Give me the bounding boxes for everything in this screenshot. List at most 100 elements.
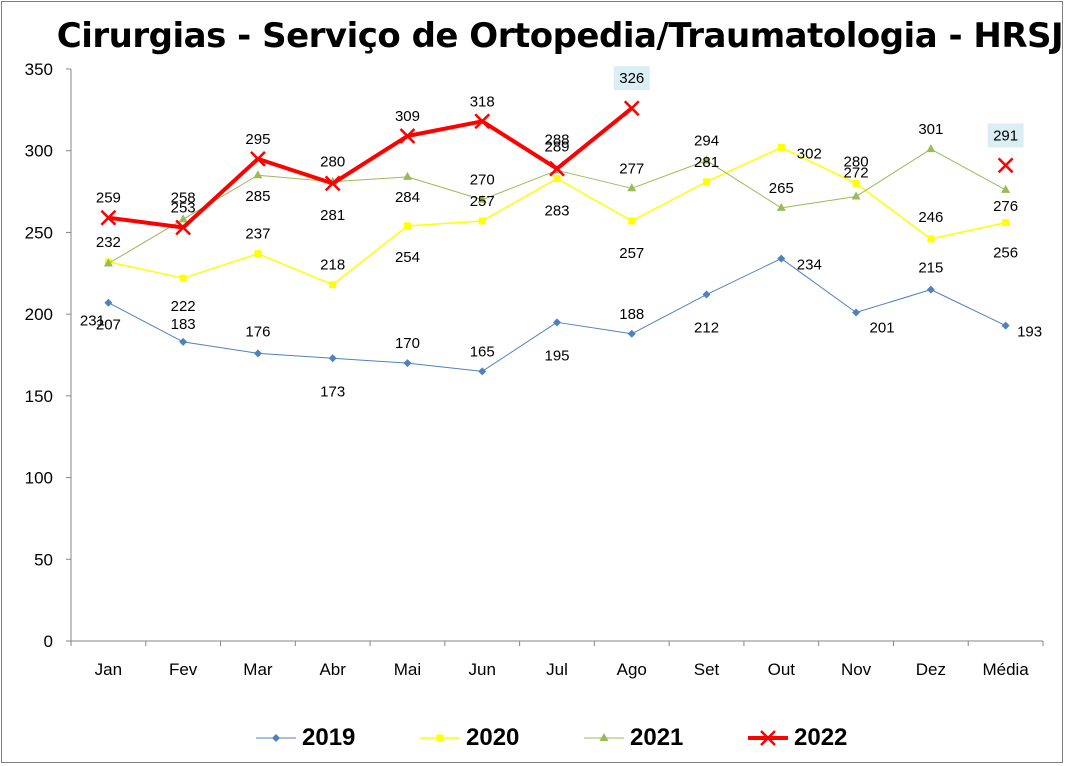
x-tick-label: Mai xyxy=(394,660,421,679)
legend-swatch-2022 xyxy=(748,730,788,746)
legend-item-2020: 2020 xyxy=(420,720,519,756)
y-tick-label: 200 xyxy=(25,305,53,324)
legend-item-2022: 2022 xyxy=(748,720,847,756)
data-label-2019-Fev: 183 xyxy=(171,316,196,333)
point-2021-Mai xyxy=(402,171,412,180)
y-tick-label: 0 xyxy=(44,632,53,651)
point-2021-Jan xyxy=(103,258,113,267)
data-label-2020-Jun: 257 xyxy=(470,193,495,210)
point-2022-Jan xyxy=(100,209,117,226)
data-label-2020-Fev: 222 xyxy=(171,298,196,315)
point-2020-Nov xyxy=(852,179,860,187)
point-2021-Nov xyxy=(851,191,861,200)
point-2022-Abr xyxy=(324,175,341,192)
data-label-2021-Jul: 288 xyxy=(544,131,569,148)
data-label-2021-Abr: 281 xyxy=(320,207,345,224)
point-2020-Set xyxy=(703,178,711,186)
legend-item-2019: 2019 xyxy=(256,720,355,756)
y-tick-label: 100 xyxy=(25,469,53,488)
data-label-2022-Abr: 280 xyxy=(320,153,345,170)
point-2019-Média xyxy=(1001,321,1010,330)
data-label-2019-Set: 212 xyxy=(694,320,719,337)
x-tick-label: Média xyxy=(982,660,1029,679)
legend-swatch-2021 xyxy=(584,733,624,741)
data-label-2020-Jan: 232 xyxy=(96,234,121,251)
point-2019-Abr xyxy=(328,354,337,363)
y-tick-label: 250 xyxy=(25,223,53,242)
data-label-2021-Out: 265 xyxy=(769,180,794,197)
legend-label-2020: 2020 xyxy=(466,724,520,751)
data-label-box xyxy=(987,123,1024,148)
point-2022-Jul xyxy=(549,160,565,177)
data-label-2021-Mar: 285 xyxy=(245,188,270,205)
data-label-2019-Jan: 207 xyxy=(96,317,121,334)
x-tick-label: Abr xyxy=(319,660,346,679)
point-2019-Jul xyxy=(553,318,561,327)
point-2021-Mar xyxy=(253,170,263,179)
x-tick-label: Mar xyxy=(243,660,273,679)
data-label-2020-Jul: 283 xyxy=(544,202,569,219)
data-label-2020-Ago: 257 xyxy=(619,245,644,262)
data-label-2019-Dez: 215 xyxy=(918,260,943,277)
data-label-2021-Média: 276 xyxy=(993,198,1018,215)
data-label-2019-Jul: 195 xyxy=(544,347,569,364)
legend-label-2019: 2019 xyxy=(302,724,356,751)
point-2020-Ago xyxy=(628,217,636,225)
point-2019-Out xyxy=(777,254,786,263)
legend-swatch-2020 xyxy=(420,734,460,742)
data-label-2021-Nov: 272 xyxy=(844,164,869,181)
data-label-2021-Dez: 301 xyxy=(918,121,943,138)
point-2021-Jun xyxy=(477,194,487,203)
data-label-2022-Mar: 295 xyxy=(245,131,270,148)
data-label-2020-Set: 281 xyxy=(694,154,719,171)
data-label-2022-Jul: 289 xyxy=(544,139,569,156)
data-label-2022-Jun: 318 xyxy=(470,93,495,110)
point-2019-Dez xyxy=(926,285,935,294)
x-tick-label: Jan xyxy=(95,660,122,679)
data-label-2020-Nov: 280 xyxy=(844,153,869,170)
x-tick-label: Ago xyxy=(617,660,647,679)
data-label-2020-Mai: 254 xyxy=(395,249,420,266)
data-label-2020-Mar: 237 xyxy=(245,226,270,243)
point-2021-Média xyxy=(1001,184,1011,193)
data-label-2021-Jun: 270 xyxy=(470,172,495,189)
data-label-2022-Mai: 309 xyxy=(395,108,420,125)
data-label-2020-Abr: 218 xyxy=(320,257,345,274)
data-label-2019-Mai: 170 xyxy=(395,335,420,352)
y-tick-label: 150 xyxy=(25,387,53,406)
data-label-2019-Jun: 165 xyxy=(470,343,495,360)
data-label-2021-Set: 294 xyxy=(694,133,719,150)
data-label-2021-Jan: 231 xyxy=(80,312,105,329)
point-2020-Mai xyxy=(403,222,411,230)
point-2021-Ago xyxy=(627,183,637,192)
point-2019-Fev xyxy=(179,337,188,346)
data-label-2019-Nov: 201 xyxy=(870,320,895,337)
data-label-2019-Mar: 176 xyxy=(245,323,270,340)
data-label-2019-Ago: 188 xyxy=(619,306,644,323)
point-2020-Jun xyxy=(478,217,486,225)
data-label-2021-Fev: 258 xyxy=(171,189,196,206)
x-tick-label: Jun xyxy=(469,660,496,679)
point-2022-Mar xyxy=(250,151,266,167)
data-label-2021-Mai: 284 xyxy=(395,189,420,206)
point-2019-Jan xyxy=(104,298,113,307)
point-2020-Mar xyxy=(254,250,262,258)
data-label-2019-Out: 234 xyxy=(797,257,822,274)
x-tick-label: Out xyxy=(768,660,796,679)
legend-label-2022: 2022 xyxy=(794,724,848,751)
y-tick-label: 350 xyxy=(25,60,53,79)
data-label-2022-Ago: 326 xyxy=(619,70,644,87)
point-2020-Jul xyxy=(553,174,561,182)
point-2022-Mai xyxy=(399,128,416,144)
point-2021-Out xyxy=(776,202,786,211)
point-2019-Ago xyxy=(627,329,636,338)
chart-title: Cirurgias - Serviço de Ortopedia/Traumat… xyxy=(56,16,1064,56)
data-label-2022-Jan: 259 xyxy=(96,190,121,207)
point-2022-Fev xyxy=(175,219,192,236)
point-2020-Média xyxy=(1002,219,1010,227)
point-2022-Média xyxy=(997,157,1014,174)
point-2020-Abr xyxy=(329,281,337,289)
y-tick-label: 50 xyxy=(34,550,53,569)
point-2020-Fev xyxy=(179,274,187,282)
